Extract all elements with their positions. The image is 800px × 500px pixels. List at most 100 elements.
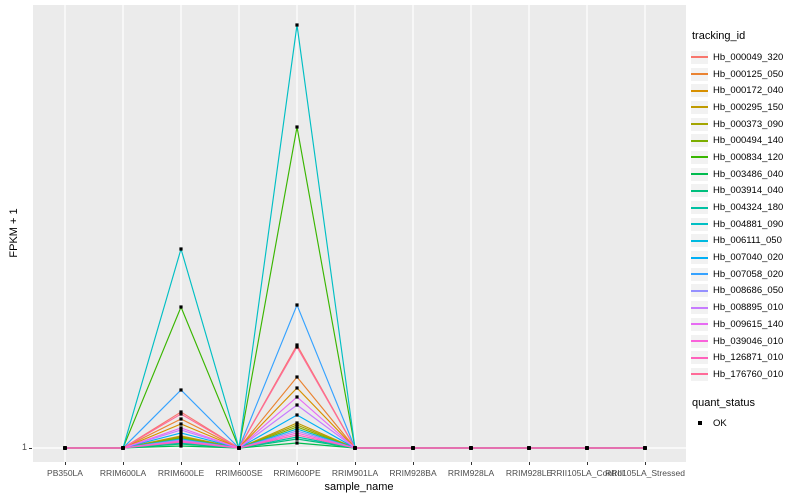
x-tick-label-RRII105LA_Control: RRII105LA_Control <box>550 468 624 478</box>
legend-key <box>691 67 708 81</box>
data-point-marker <box>179 428 183 432</box>
data-point-marker <box>295 429 299 433</box>
data-point-marker <box>179 388 183 392</box>
data-point-marker <box>179 417 183 421</box>
data-point-marker <box>295 437 299 441</box>
legend-item-Hb_000834_120: Hb_000834_120 <box>691 149 799 166</box>
legend-label: Hb_007040_020 <box>713 252 784 264</box>
x-tick-label-RRIM901LA: RRIM901LA <box>331 468 379 478</box>
legend-key <box>691 301 708 315</box>
legend-label: Hb_003486_040 <box>713 168 784 180</box>
data-point-marker <box>295 441 299 445</box>
plot-panel <box>33 5 686 462</box>
data-point-marker <box>295 345 299 349</box>
legend-item-Hb_003486_040: Hb_003486_040 <box>691 166 799 183</box>
x-tick-mark <box>297 462 298 465</box>
legend-line-swatch <box>691 189 708 192</box>
legend-line-swatch <box>691 256 708 259</box>
legend-key <box>691 217 708 231</box>
legend-item-Hb_000373_090: Hb_000373_090 <box>691 116 799 133</box>
legend-line-swatch <box>691 156 708 159</box>
legend-key <box>691 84 708 98</box>
legend-line-swatch <box>691 289 708 292</box>
data-point-marker <box>179 431 183 435</box>
legend-key <box>691 334 708 348</box>
legend-key <box>691 234 708 248</box>
data-point-marker <box>295 431 299 435</box>
legend-key <box>691 367 708 381</box>
data-point-marker <box>295 375 299 379</box>
legend-line-swatch <box>691 73 708 76</box>
legend-key <box>691 134 708 148</box>
legend-item-Hb_000172_040: Hb_000172_040 <box>691 82 799 99</box>
x-tick-mark <box>529 462 530 465</box>
legend-item-Hb_000295_150: Hb_000295_150 <box>691 99 799 116</box>
legend-line-swatch <box>691 340 708 343</box>
x-tick-mark <box>355 462 356 465</box>
legend-label: Hb_000125_050 <box>713 68 784 80</box>
legend-line-swatch <box>691 239 708 242</box>
data-point-marker <box>643 446 647 450</box>
data-point-marker <box>295 423 299 427</box>
legend-label: Hb_000049_320 <box>713 51 784 63</box>
legend-key <box>691 150 708 164</box>
data-point-marker <box>295 23 299 27</box>
x-tick-label-RRIM600LA: RRIM600LA <box>99 468 147 478</box>
legend-label: Hb_008895_010 <box>713 302 784 314</box>
x-tick-mark <box>471 462 472 465</box>
x-tick-mark <box>239 462 240 465</box>
legend-label: Hb_000373_090 <box>713 118 784 130</box>
legend-line-swatch <box>691 56 708 59</box>
data-point-marker <box>179 444 183 448</box>
legend-line-swatch <box>691 173 708 176</box>
legend-label: Hb_000494_140 <box>713 135 784 147</box>
legend-label: Hb_039046_010 <box>713 335 784 347</box>
x-tick-label-RRIM928LA: RRIM928LA <box>447 468 495 478</box>
legend-key <box>691 50 708 64</box>
data-point-marker <box>411 446 415 450</box>
data-point-marker <box>179 422 183 426</box>
data-point-marker <box>179 426 183 430</box>
data-point-marker <box>179 247 183 251</box>
legend-label: Hb_009615_140 <box>713 318 784 330</box>
legend-item-Hb_006111_050: Hb_006111_050 <box>691 233 799 250</box>
legend-item-Hb_004324_180: Hb_004324_180 <box>691 199 799 216</box>
legend-item-Hb_126871_010: Hb_126871_010 <box>691 349 799 366</box>
data-point-marker <box>295 386 299 390</box>
legend-line-swatch <box>691 206 708 209</box>
x-tick-label-PB350LA: PB350LA <box>47 468 83 478</box>
data-point-marker <box>295 343 299 347</box>
y-axis-title: FPKM + 1 <box>8 208 20 258</box>
x-axis-title: sample_name <box>324 481 394 493</box>
x-tick-mark <box>587 462 588 465</box>
legend-item-ok: OK <box>691 415 799 432</box>
legend-key <box>691 251 708 265</box>
data-point-marker <box>295 421 299 425</box>
legend-line-swatch <box>691 123 708 126</box>
x-tick-mark <box>645 462 646 465</box>
legend-item-Hb_000049_320: Hb_000049_320 <box>691 49 799 66</box>
legend-line-swatch <box>691 373 708 376</box>
data-point-marker <box>353 446 357 450</box>
square-point-icon <box>697 421 702 426</box>
x-tick-label-RRIM600PE: RRIM600PE <box>273 468 321 478</box>
data-point-marker <box>295 425 299 429</box>
legend-key <box>691 284 708 298</box>
legend-label: Hb_006111_050 <box>713 235 782 247</box>
legend-label: Hb_000172_040 <box>713 85 784 97</box>
legend-item-Hb_007040_020: Hb_007040_020 <box>691 249 799 266</box>
legend-item-Hb_009615_140: Hb_009615_140 <box>691 316 799 333</box>
x-tick-label-RRIM600LE: RRIM600LE <box>157 468 205 478</box>
legend-key <box>691 167 708 181</box>
y-tick-label: 1 <box>21 442 27 452</box>
legend-line-swatch <box>691 106 708 109</box>
data-point-marker <box>295 427 299 431</box>
legend-key <box>691 317 708 331</box>
legend-item-Hb_000125_050: Hb_000125_050 <box>691 66 799 83</box>
data-point-marker <box>527 446 531 450</box>
x-tick-mark <box>413 462 414 465</box>
legend-line-swatch <box>691 139 708 142</box>
legend-label: Hb_007058_020 <box>713 268 784 280</box>
data-point-marker <box>179 410 183 414</box>
